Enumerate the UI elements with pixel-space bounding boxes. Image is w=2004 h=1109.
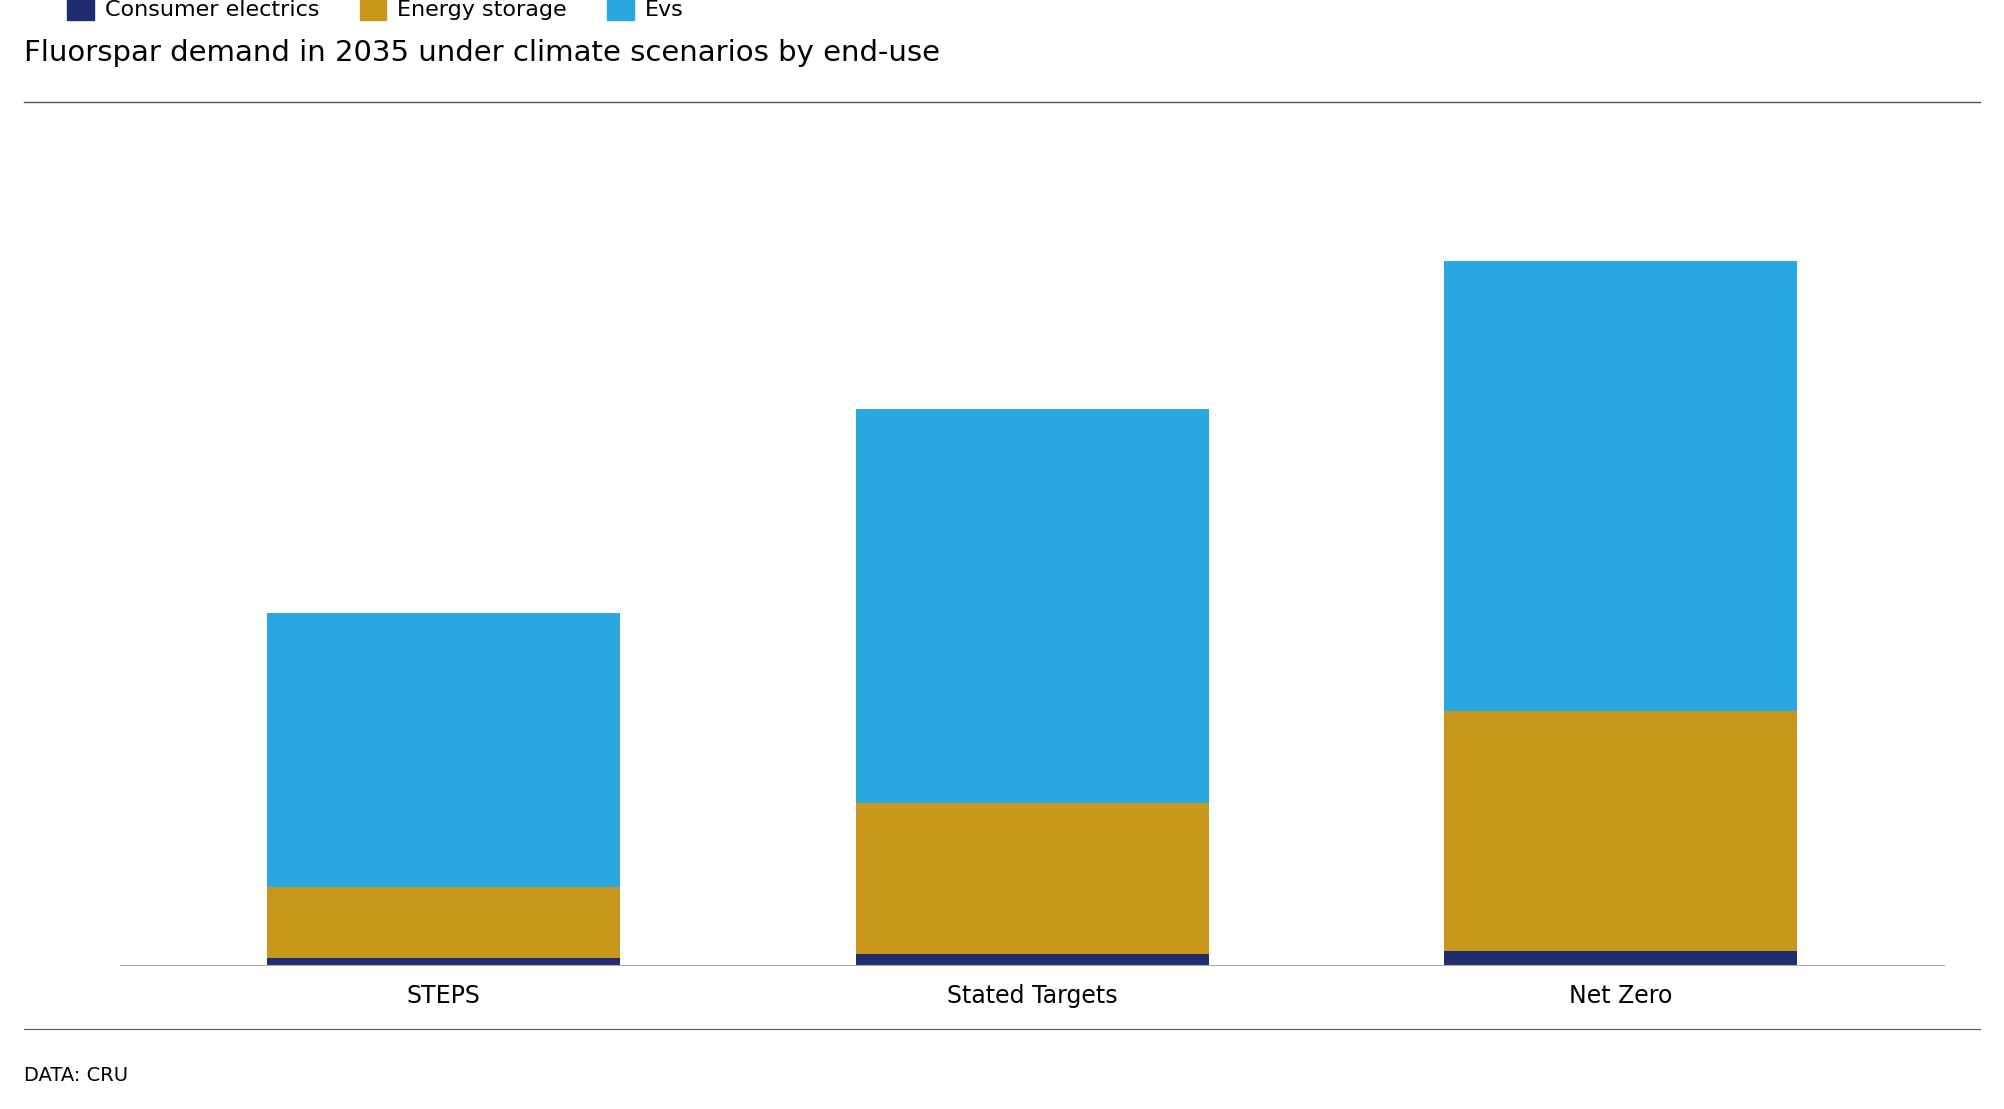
Bar: [856, 954, 1208, 965]
Text: DATA: CRU: DATA: CRU: [24, 1066, 128, 1085]
Bar: [267, 613, 621, 887]
Text: Fluorspar demand in 2035 under climate scenarios by end-use: Fluorspar demand in 2035 under climate s…: [24, 39, 940, 67]
Bar: [1443, 261, 1798, 711]
Bar: [1443, 711, 1798, 950]
Bar: [856, 803, 1208, 954]
Bar: [267, 958, 621, 965]
Bar: [856, 409, 1208, 803]
Bar: [267, 887, 621, 958]
Legend: Consumer electrics, Energy storage, Evs: Consumer electrics, Energy storage, Evs: [58, 0, 693, 29]
Bar: [1443, 950, 1798, 965]
